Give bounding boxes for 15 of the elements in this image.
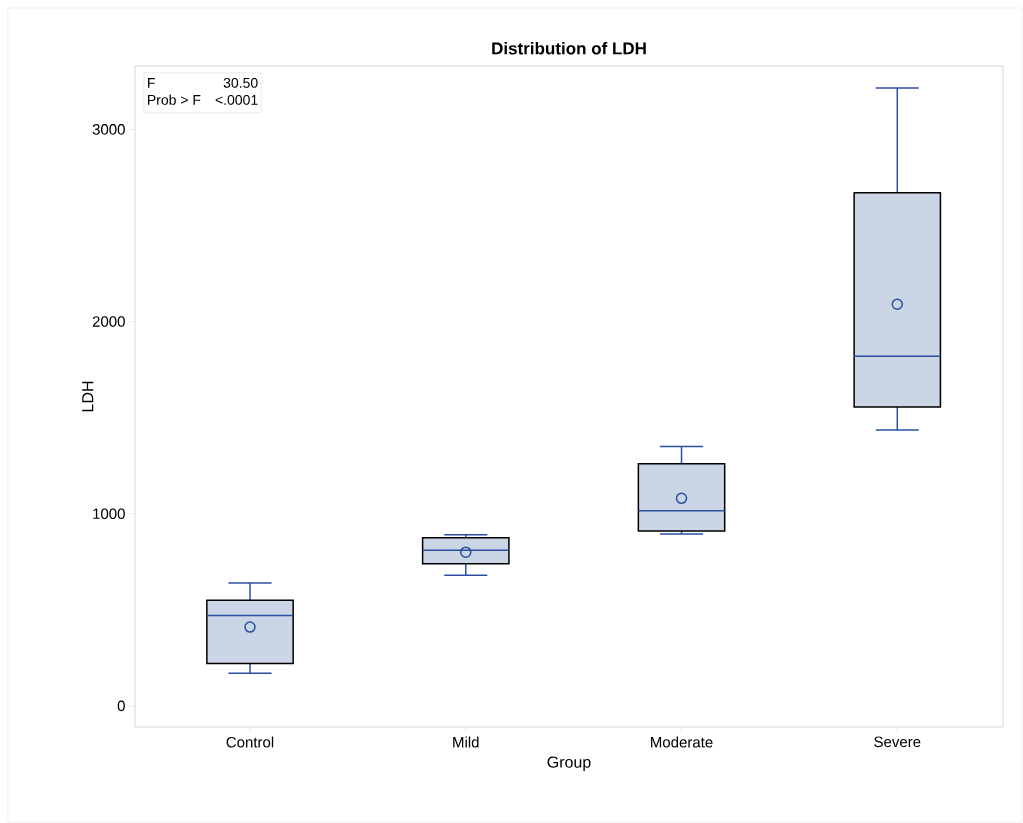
y-tick-label: 2000 — [92, 316, 125, 327]
x-tick-label: Control — [226, 736, 274, 748]
annotation: 30.50 — [223, 77, 258, 88]
y-tick-label: 1000 — [93, 508, 125, 520]
annotation: Prob > F — [148, 94, 201, 105]
x-tick-label: Severe — [874, 736, 921, 748]
x-axis-title: Group — [547, 756, 591, 771]
y-tick-label: 0 — [117, 700, 125, 712]
y-axis-title: LDH — [82, 381, 94, 412]
chart-title: Distribution of LDH — [492, 41, 646, 55]
annotation: <.0001 — [215, 94, 258, 105]
x-tick-label: Mild — [453, 736, 479, 748]
x-tick-label: Moderate — [651, 736, 713, 748]
annotation: F — [148, 78, 155, 88]
y-tick-label: 3000 — [92, 124, 125, 135]
